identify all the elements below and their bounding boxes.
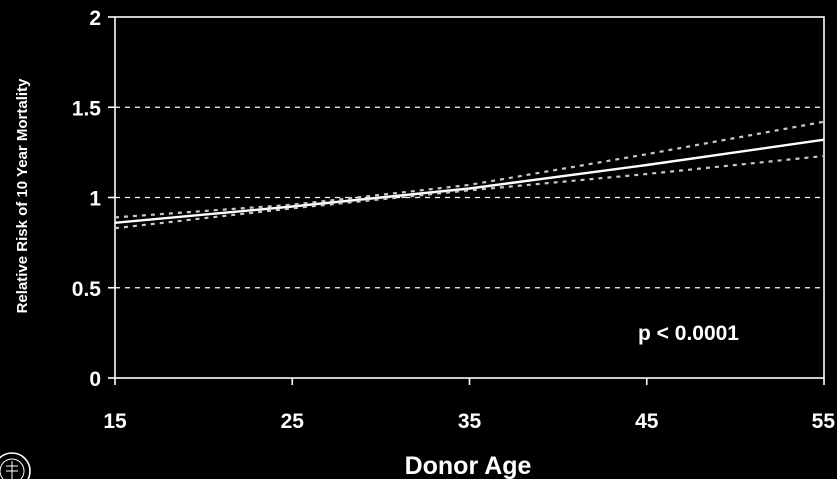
x-axis-title: Donor Age	[405, 452, 532, 479]
tick-labels: 0 0.5 1 1.5 2 15 25 35 45 55	[72, 7, 836, 433]
grid-lines	[115, 106, 824, 289]
x-tick-label-0: 15	[103, 410, 127, 433]
p-value-annotation: p < 0.0001	[638, 322, 739, 345]
x-tick-label-3: 45	[635, 410, 659, 433]
series	[114, 120, 825, 230]
x-tick-label-1: 25	[281, 410, 305, 433]
y-axis-title: Relative Risk of 10 Year Mortality	[14, 78, 31, 313]
x-tick-label-2: 35	[458, 410, 482, 433]
y-tick-label-1: 0.5	[72, 278, 102, 301]
series-line-lower-ci	[114, 154, 825, 230]
y-tick-label-4: 2	[89, 7, 101, 30]
y-tick-label-2: 1	[89, 188, 101, 211]
y-tick-label-0: 0	[89, 368, 101, 391]
x-tick-label-4: 55	[812, 410, 836, 433]
axes	[108, 16, 825, 385]
y-tick-label-3: 1.5	[72, 97, 102, 120]
series-line-upper-ci	[114, 120, 825, 219]
series-line-estimate	[114, 138, 825, 224]
seal-icon	[0, 452, 31, 479]
